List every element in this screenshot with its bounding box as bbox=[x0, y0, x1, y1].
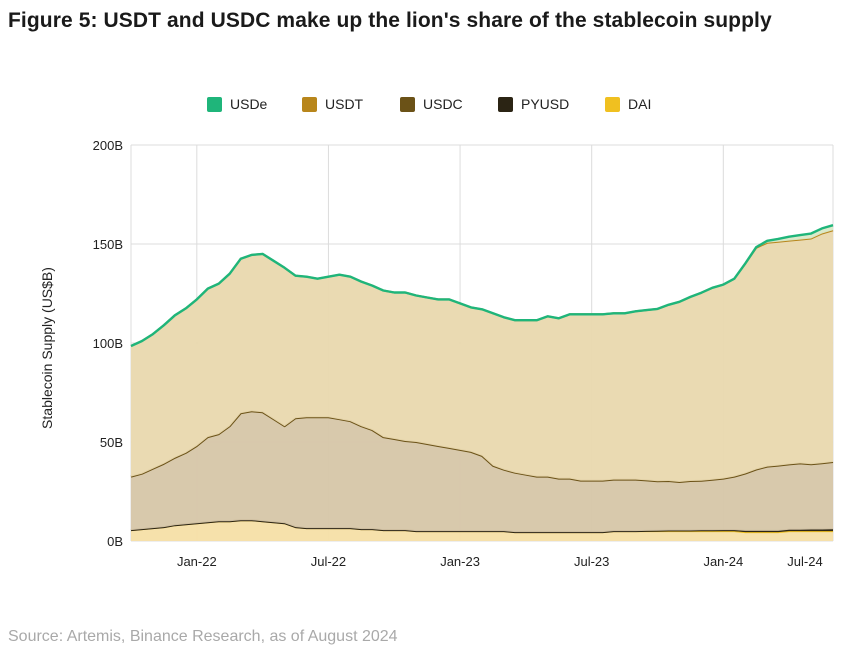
legend-swatch-usde bbox=[207, 96, 222, 112]
y-tick-label: 150B bbox=[93, 237, 123, 252]
legend-item-dai: DAI bbox=[605, 96, 651, 112]
legend-item-pyusd: PYUSD bbox=[498, 96, 569, 112]
source-note: Source: Artemis, Binance Research, as of… bbox=[8, 628, 398, 645]
legend-label-usde: USDe bbox=[230, 96, 268, 112]
y-tick-label: 50B bbox=[100, 435, 123, 450]
legend-label-usdt: USDT bbox=[325, 96, 364, 112]
legend-swatch-dai bbox=[605, 96, 620, 112]
legend-swatch-usdt bbox=[302, 96, 317, 112]
legend-item-usdc: USDC bbox=[400, 96, 463, 112]
x-tick-label: Jan-23 bbox=[440, 554, 480, 569]
y-tick-label: 200B bbox=[93, 138, 123, 153]
area-usdc bbox=[131, 411, 833, 533]
y-tick-label: 100B bbox=[93, 336, 123, 351]
legend-label-pyusd: PYUSD bbox=[521, 96, 570, 112]
chart-title: Figure 5: USDT and USDC make up the lion… bbox=[8, 9, 772, 32]
line-usde bbox=[130, 224, 834, 348]
x-tick-label: Jan-24 bbox=[703, 554, 743, 569]
chart-legend: USDe USDT USDC PYUSD DAI bbox=[0, 96, 857, 118]
x-tick-label: Jan-22 bbox=[177, 554, 217, 569]
legend-item-usde: USDe bbox=[207, 96, 267, 112]
x-tick-label: Jul-22 bbox=[311, 554, 346, 569]
legend-item-usdt: USDT bbox=[302, 96, 363, 112]
area-usdt bbox=[131, 230, 833, 482]
legend-swatch-usdc bbox=[400, 96, 415, 112]
legend-label-usdc: USDC bbox=[423, 96, 463, 112]
y-axis-label: Stablecoin Supply (US$B) bbox=[39, 267, 55, 429]
y-tick-label: 0B bbox=[107, 534, 123, 549]
x-tick-label: Jul-23 bbox=[574, 554, 609, 569]
area-dai bbox=[131, 520, 833, 541]
x-tick-label: Jul-24 bbox=[787, 554, 822, 569]
legend-swatch-pyusd bbox=[498, 96, 513, 112]
legend-label-dai: DAI bbox=[628, 96, 652, 112]
